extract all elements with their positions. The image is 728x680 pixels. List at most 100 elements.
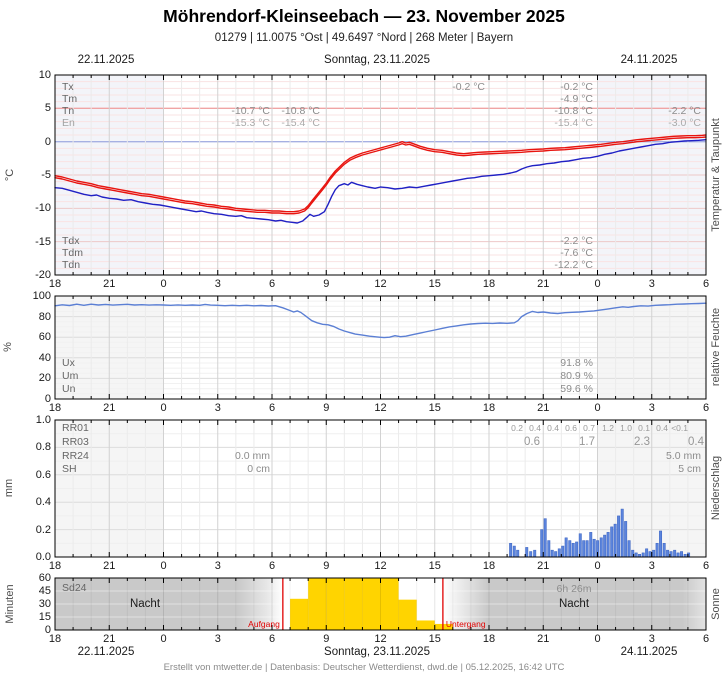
hour-label: 21	[103, 633, 116, 645]
sunset-label: Untergang	[445, 619, 486, 629]
ytick-label: -15	[35, 235, 51, 248]
stat-label-tx: Tx	[62, 81, 74, 93]
ytick-label: 40	[38, 351, 51, 364]
ytick-label: 20	[38, 372, 51, 385]
ytick-label: 0.0	[35, 551, 51, 563]
stat-label-rr03: RR03	[62, 436, 89, 448]
axis-title-sun: Sonne	[710, 588, 722, 620]
stat-value: 0.4	[688, 436, 704, 448]
ytick-label: 1.0	[35, 414, 51, 426]
ytick-label: 10	[38, 69, 51, 81]
ytick-label: 30	[38, 598, 51, 610]
stat-label-sh: SH	[62, 463, 77, 475]
ytick-label: 60	[38, 331, 51, 344]
hour-label: 0	[160, 402, 167, 414]
hour-label: 9	[323, 278, 330, 290]
hour-label: 21	[103, 402, 116, 414]
ytick-label: -10	[35, 202, 51, 215]
hour-label: 6	[268, 278, 276, 290]
hour-label: 3	[648, 560, 655, 572]
hour-label: 3	[214, 633, 221, 645]
hour-label: 21	[537, 560, 550, 572]
date-bottom-right: 24.11.2025	[620, 646, 678, 658]
stat-value: -10.7 °C	[231, 105, 270, 117]
ytick-label: 0	[44, 624, 51, 636]
hour-label: 6	[702, 560, 710, 572]
stat-value: -3.0 °C	[668, 117, 701, 129]
ytick-label: 0	[44, 393, 51, 405]
hour-label: 0	[594, 633, 601, 645]
hour-label: 18	[48, 560, 62, 572]
ytick-label: -20	[35, 269, 51, 281]
stat-value: 0.7	[583, 423, 595, 433]
stat-value: 0.6	[565, 423, 577, 433]
stat-value: 1.0	[620, 423, 632, 433]
stat-value: 1.2	[602, 423, 614, 433]
ytick-label: 5	[44, 102, 51, 115]
hour-label: 0	[160, 560, 167, 572]
hour-label: 6	[702, 278, 710, 290]
sunshine-duration-key: Sd24	[62, 582, 87, 594]
hour-label: 21	[103, 278, 116, 290]
hour-label: 15	[428, 560, 441, 572]
stat-value: 0 cm	[247, 463, 270, 475]
stat-value: 80.9 %	[560, 370, 593, 382]
stat-label-rr01: RR01	[62, 422, 89, 434]
hour-label: 3	[214, 402, 221, 414]
stat-value: 5 cm	[678, 463, 701, 475]
stat-value: -2.2 °C	[668, 105, 701, 117]
axis-title-temperature: Temperatur & Taupunkt	[710, 118, 722, 232]
sunrise-label: Aufgang	[248, 619, 280, 629]
ytick-label: 100	[32, 290, 51, 302]
hour-label: 12	[374, 633, 387, 645]
hour-label: 0	[594, 278, 601, 290]
hour-label: 15	[428, 633, 441, 645]
ytick-label: 0.6	[35, 468, 51, 481]
hour-label: 3	[648, 633, 655, 645]
hour-label: 18	[482, 560, 496, 572]
footer-credit: Erstellt von mtwetter.de | Datenbasis: D…	[163, 662, 565, 673]
stat-value: 2.3	[634, 436, 650, 448]
stat-value: 0.4	[547, 423, 559, 433]
stat-value: 1.7	[579, 436, 595, 448]
ytick-label: 0	[44, 135, 51, 148]
stat-value: 0.4	[656, 423, 668, 433]
hour-label: 18	[48, 402, 62, 414]
page-title: Möhrendorf-Kleinseebach — 23. November 2…	[163, 6, 565, 26]
date-bottom-left: 22.11.2025	[77, 646, 135, 658]
hour-label: 6	[268, 560, 276, 572]
stat-label-en: En	[62, 117, 75, 129]
stat-value: 0.0 mm	[234, 450, 270, 462]
ytick-label: 15	[38, 611, 51, 623]
hour-label: 3	[648, 278, 655, 290]
stat-value: -12.2 °C	[554, 259, 593, 271]
hour-label: 21	[537, 278, 550, 290]
hour-label: 18	[482, 633, 496, 645]
hour-label: 6	[268, 633, 276, 645]
stat-value: 59.6 %	[560, 383, 593, 395]
date-top-left: 22.11.2025	[77, 54, 135, 66]
hour-label: 9	[323, 633, 330, 645]
stat-value: 0.1	[638, 423, 650, 433]
axis-title-sun-unit: Minuten	[4, 584, 16, 624]
stat-value: -0.2 °C	[560, 81, 593, 93]
stat-label-ux: Ux	[62, 357, 75, 369]
station-subtitle: 01279 | 11.0075 °Ost | 49.6497 °Nord | 2…	[214, 32, 514, 44]
ytick-label: 0.8	[35, 441, 51, 454]
hour-label: 0	[160, 633, 167, 645]
stat-value: -15.3 °C	[231, 117, 270, 129]
hour-label: 18	[48, 633, 62, 645]
stat-value: 5.0 mm	[665, 450, 701, 462]
stat-value: -15.4 °C	[554, 117, 593, 129]
hour-label: 0	[160, 278, 167, 290]
hour-label: 21	[537, 633, 550, 645]
hour-label: 12	[374, 560, 387, 572]
stat-value: -7.6 °C	[560, 247, 593, 259]
hour-label: 6	[702, 633, 710, 645]
ytick-label: 0.4	[35, 496, 51, 509]
hour-label: 18	[48, 278, 62, 290]
stat-value: 0.2	[511, 423, 523, 433]
stat-label-tdx: Tdx	[62, 235, 80, 247]
